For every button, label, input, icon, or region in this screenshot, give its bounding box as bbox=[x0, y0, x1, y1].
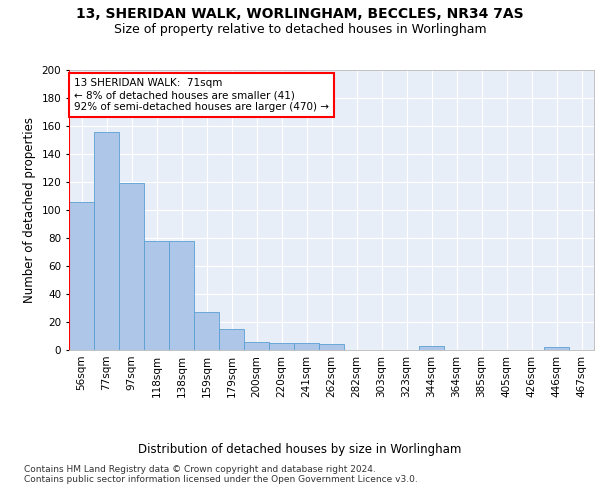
Bar bbox=[144, 241, 169, 350]
Bar bbox=[269, 343, 294, 350]
Bar bbox=[294, 343, 319, 350]
Bar bbox=[194, 312, 219, 350]
Text: Size of property relative to detached houses in Worlingham: Size of property relative to detached ho… bbox=[113, 22, 487, 36]
Bar bbox=[244, 342, 269, 350]
Bar bbox=[169, 241, 194, 350]
Text: 13 SHERIDAN WALK:  71sqm
← 8% of detached houses are smaller (41)
92% of semi-de: 13 SHERIDAN WALK: 71sqm ← 8% of detached… bbox=[74, 78, 329, 112]
Bar bbox=[69, 202, 94, 350]
Bar bbox=[419, 346, 444, 350]
Bar bbox=[544, 347, 569, 350]
Bar bbox=[319, 344, 344, 350]
Text: 13, SHERIDAN WALK, WORLINGHAM, BECCLES, NR34 7AS: 13, SHERIDAN WALK, WORLINGHAM, BECCLES, … bbox=[76, 8, 524, 22]
Bar bbox=[219, 329, 244, 350]
Bar bbox=[119, 184, 144, 350]
Y-axis label: Number of detached properties: Number of detached properties bbox=[23, 117, 36, 303]
Text: Contains HM Land Registry data © Crown copyright and database right 2024.
Contai: Contains HM Land Registry data © Crown c… bbox=[24, 465, 418, 484]
Bar bbox=[94, 132, 119, 350]
Text: Distribution of detached houses by size in Worlingham: Distribution of detached houses by size … bbox=[139, 442, 461, 456]
